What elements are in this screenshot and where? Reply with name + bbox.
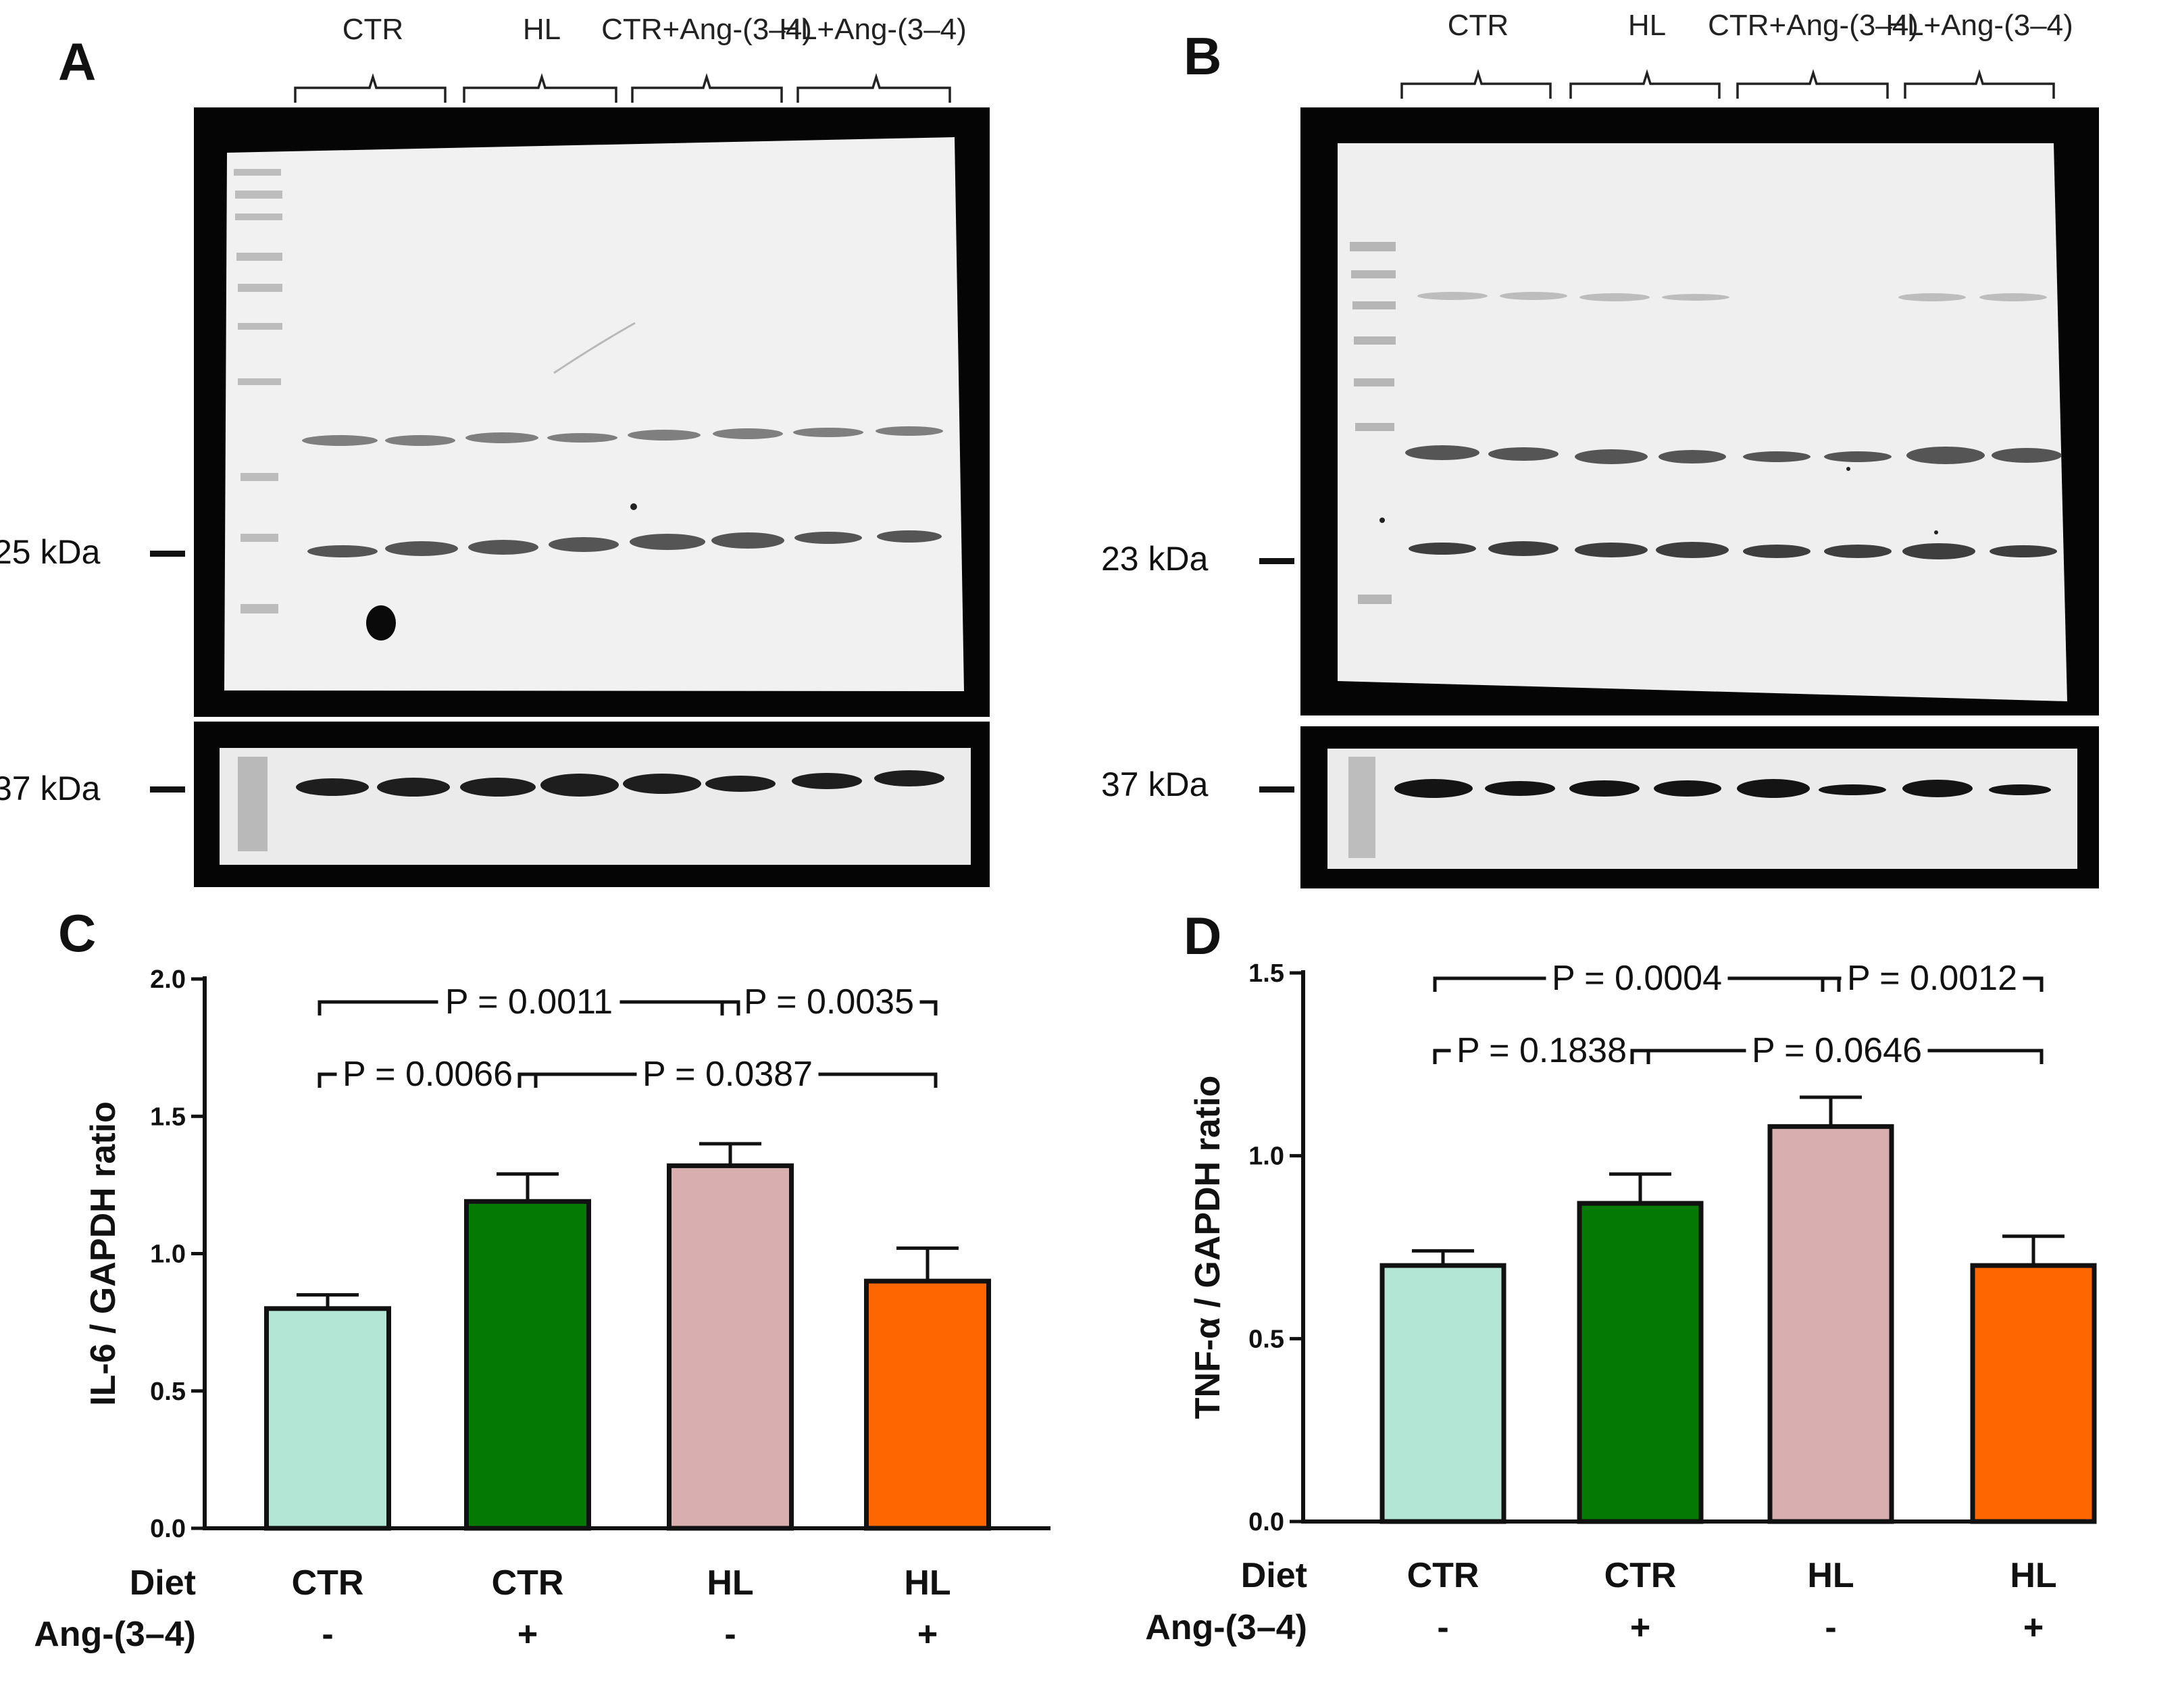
y-axis-title: TNF-α / GAPDH ratio xyxy=(1188,1076,1227,1420)
category-ang-label: + xyxy=(517,1615,538,1654)
blot-b-faint-bands xyxy=(1417,292,2047,301)
blot-b-group-label: CTR+Ang-(3–4) xyxy=(1708,9,1919,42)
blot-a-marker-tick xyxy=(150,551,185,557)
y-tick-label: 1.0 xyxy=(150,1240,186,1269)
blot-a-ladder xyxy=(234,169,282,613)
category-ang-label: + xyxy=(2023,1608,2044,1647)
category-diet-label: HL xyxy=(2010,1556,2056,1595)
blot-a-brackets xyxy=(294,73,951,103)
blot-b-marker-tick xyxy=(1259,558,1294,564)
category-ang-label: + xyxy=(1630,1608,1650,1647)
category-ang-label: - xyxy=(1825,1608,1836,1647)
significance-bracket xyxy=(1821,976,2044,992)
y-tick-label: 0.5 xyxy=(150,1378,186,1406)
y-tick-label: 0.5 xyxy=(1248,1325,1284,1353)
significance-bracket xyxy=(1630,1049,2044,1064)
blot-a-marker-label: 37 kDa xyxy=(0,770,101,807)
blot-b-group-label: HL xyxy=(1628,9,1666,42)
row-label-diet: Diet xyxy=(1241,1556,1307,1595)
blot-b-tnf-bands xyxy=(1409,541,2057,559)
significance-bracket xyxy=(720,1000,938,1015)
blot-b-gapdh xyxy=(1300,726,2099,888)
category-diet-label: CTR xyxy=(1604,1556,1677,1595)
chart-il6: 0.0 0.5 1.0 1.5 2.0 IL-6 / GAPDH ratio Diet Ang… xyxy=(34,965,1050,1654)
bar xyxy=(864,1278,991,1531)
chart-tnf: 0.0 0.5 1.0 1.5 TNF-α / GAPDH ratio Diet Ang-(… xyxy=(1145,959,2097,1647)
category-diet-label: HL xyxy=(904,1563,951,1603)
blot-b-main xyxy=(1300,107,2099,715)
row-label-diet: Diet xyxy=(130,1563,196,1603)
blot-b-group-label: HL+Ang-(3–4) xyxy=(1885,9,2073,42)
row-label-ang: Ang-(3–4) xyxy=(1145,1608,1307,1647)
y-tick-label: 1.0 xyxy=(1248,1142,1284,1171)
bar xyxy=(1767,1124,1894,1524)
bar xyxy=(264,1306,391,1531)
bar xyxy=(1970,1263,2097,1524)
blot-b-brackets xyxy=(1400,69,2055,99)
y-axis-title: IL-6 / GAPDH ratio xyxy=(84,1101,123,1406)
blot-a-group-label: CTR xyxy=(343,13,403,46)
blot-b-artifacts xyxy=(1379,467,1938,534)
panel-a: A CTR HL CTR+Ang-(3–4) HL+Ang-(3–4) xyxy=(0,13,990,887)
significance-bracket xyxy=(318,1000,740,1015)
y-tick-label: 2.0 xyxy=(150,965,186,994)
y-tick-label: 1.5 xyxy=(150,1103,186,1131)
category-diet-label: CTR xyxy=(1407,1556,1479,1595)
p-value-label: P = 0.0387 xyxy=(642,1055,813,1094)
p-value-label: P = 0.0646 xyxy=(1752,1031,1922,1070)
blot-b-marker-label: 23 kDa xyxy=(1101,540,1209,578)
y-tick-label: 1.5 xyxy=(1248,959,1284,988)
category-ang-label: - xyxy=(724,1615,736,1654)
blot-a-marker-tick xyxy=(150,786,185,793)
bar xyxy=(667,1163,794,1531)
p-value-label: P = 0.0011 xyxy=(445,982,613,1022)
p-value-label: P = 0.0066 xyxy=(343,1055,513,1094)
blot-b-marker-tick xyxy=(1259,786,1294,793)
panel-a-label: A xyxy=(58,32,96,91)
panel-c-label: C xyxy=(58,903,96,963)
y-tick-label: 0.0 xyxy=(1248,1508,1284,1536)
blot-a-il6-bands xyxy=(307,530,942,557)
blot-b-gapdh-bands xyxy=(1394,779,2051,798)
p-value-label: P = 0.1838 xyxy=(1457,1031,1627,1070)
blot-b-marker-label: 37 kDa xyxy=(1101,765,1209,803)
bar xyxy=(464,1199,591,1531)
category-diet-label: CTR xyxy=(292,1563,364,1603)
panel-d-label: D xyxy=(1184,906,1221,965)
y-tick-label: 0.0 xyxy=(150,1515,186,1543)
category-ang-label: - xyxy=(1437,1608,1448,1647)
p-value-label: P = 0.0004 xyxy=(1552,959,1722,998)
blot-a-main xyxy=(194,107,990,717)
panel-b: B CTR HL CTR+Ang-(3–4) HL+Ang-(3–4) xyxy=(1101,9,2099,888)
p-value-label: P = 0.0035 xyxy=(744,982,914,1022)
blot-a-gapdh xyxy=(194,722,990,887)
row-label-ang: Ang-(3–4) xyxy=(34,1615,196,1654)
p-value-label: P = 0.0012 xyxy=(1847,959,2017,998)
category-ang-label: - xyxy=(322,1615,333,1654)
panel-b-label: B xyxy=(1184,26,1221,86)
blot-b-group-label: CTR xyxy=(1448,9,1509,42)
blot-a-upper-bands xyxy=(302,426,943,446)
category-diet-label: HL xyxy=(1807,1556,1854,1595)
significance-bracket xyxy=(517,1072,938,1088)
blot-b-ladder xyxy=(1350,242,1396,604)
blot-a-group-label: HL xyxy=(523,13,561,46)
category-ang-label: + xyxy=(917,1615,938,1654)
blot-b-upper-bands xyxy=(1405,445,2062,464)
category-diet-label: CTR xyxy=(492,1563,564,1603)
blot-a-gapdh-bands xyxy=(296,770,944,797)
category-diet-label: HL xyxy=(707,1563,753,1603)
blot-a-artifacts xyxy=(366,322,637,640)
bar xyxy=(1577,1201,1704,1524)
blot-a-group-label: HL+Ang-(3–4) xyxy=(779,13,967,46)
blot-a-marker-label: 25 kDa xyxy=(0,533,101,571)
blot-a-group-label: CTR+Ang-(3–4) xyxy=(601,13,812,46)
bar xyxy=(1379,1263,1506,1524)
